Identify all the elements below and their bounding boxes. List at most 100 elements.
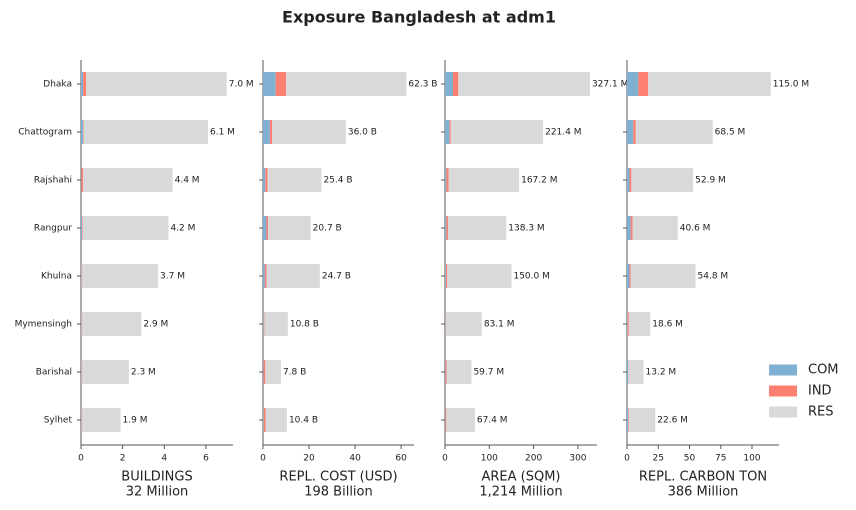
value-label: 327.1 M (592, 80, 628, 90)
bar-segment (263, 408, 266, 432)
bar-segment (627, 264, 630, 288)
value-label: 150.0 M (513, 272, 549, 282)
bar-segment (631, 168, 694, 192)
bar-segment (648, 72, 771, 96)
x-tick-label: 25 (653, 454, 664, 464)
x-axis-label: AREA (SQM) (481, 470, 560, 485)
value-label: 22.6 M (657, 416, 688, 426)
legend-label: IND (808, 384, 832, 399)
bar-segment (628, 408, 656, 432)
bar-segment (445, 120, 450, 144)
value-label: 20.7 B (313, 224, 342, 234)
value-label: 167.2 M (521, 176, 557, 186)
value-label: 68.5 M (715, 128, 746, 138)
bar-segment (81, 264, 159, 288)
bar-segment (81, 120, 84, 144)
bar-segment (275, 72, 287, 96)
y-tick-label: Khulna (41, 272, 72, 282)
value-label: 24.7 B (322, 272, 351, 282)
y-tick-label: Chattogram (18, 128, 72, 138)
x-tick-label: 20 (303, 454, 315, 464)
x-tick-label: 2 (120, 454, 126, 464)
y-tick-label: Sylhet (44, 416, 73, 426)
bar-segment (81, 72, 84, 96)
legend-label: RES (808, 405, 834, 420)
bar-segment (446, 168, 449, 192)
bar-segment (445, 408, 447, 432)
x-tick-label: 4 (161, 454, 167, 464)
bar-segment (445, 168, 447, 192)
x-axis-label: REPL. CARBON TON (639, 470, 767, 485)
bar-segment (265, 360, 281, 384)
value-label: 10.8 B (290, 320, 319, 330)
bar-segment (81, 312, 142, 336)
x-tick-label: 0 (442, 454, 448, 464)
x-axis-label: 1,214 Million (479, 485, 562, 500)
bar-segment (265, 168, 268, 192)
bar-segment (627, 360, 629, 384)
y-tick-label: Rajshahi (34, 176, 72, 186)
x-tick-label: 0 (624, 454, 630, 464)
value-label: 221.4 M (545, 128, 581, 138)
bar-segment (286, 72, 407, 96)
bar-segment (264, 312, 288, 336)
legend-swatch (769, 364, 797, 376)
bar-segment (263, 120, 270, 144)
bar-segment (627, 72, 639, 96)
bar-segment (449, 120, 451, 144)
bar-segment (82, 216, 169, 240)
x-tick-label: 100 (743, 454, 760, 464)
bar-segment (263, 360, 266, 384)
value-label: 13.2 M (646, 368, 677, 378)
value-label: 40.6 M (680, 224, 711, 234)
value-label: 4.4 M (175, 176, 200, 186)
bar-segment (263, 264, 265, 288)
legend-swatch (769, 385, 797, 397)
bar-segment (263, 168, 266, 192)
y-tick-label: Rangpur (34, 224, 72, 234)
x-tick-label: 6 (203, 454, 209, 464)
x-axis-label: REPL. COST (USD) (279, 470, 397, 485)
bar-segment (629, 168, 632, 192)
value-label: 1.9 M (123, 416, 148, 426)
bar-segment (265, 408, 287, 432)
value-label: 2.9 M (143, 320, 168, 330)
bar-segment (445, 360, 447, 384)
bar-segment (628, 408, 629, 432)
x-tick-label: 60 (395, 454, 407, 464)
x-tick-label: 75 (715, 454, 726, 464)
bar-segment (266, 264, 320, 288)
x-tick-label: 0 (260, 454, 266, 464)
x-tick-label: 40 (349, 454, 361, 464)
bar-segment (448, 216, 507, 240)
bar-segment (629, 264, 631, 288)
bar-segment (628, 312, 651, 336)
bar-segment (446, 216, 449, 240)
bar-segment (445, 264, 446, 288)
bar-segment (81, 360, 129, 384)
x-axis-label: 386 Million (668, 485, 739, 500)
value-label: 67.4 M (477, 416, 508, 426)
x-tick-label: 0 (78, 454, 84, 464)
y-tick-label: Barishal (36, 368, 72, 378)
bar-segment (83, 168, 173, 192)
value-label: 18.6 M (652, 320, 683, 330)
y-tick-label: Dhaka (43, 80, 72, 90)
x-tick-label: 300 (569, 454, 586, 464)
bar-segment (628, 360, 644, 384)
bar-segment (445, 72, 453, 96)
bar-segment (627, 312, 628, 336)
bar-segment (263, 72, 276, 96)
bar-segment (630, 216, 633, 240)
bar-segment (266, 216, 269, 240)
bar-segment (627, 216, 631, 240)
value-label: 62.3 B (408, 80, 437, 90)
bar-segment (269, 120, 273, 144)
value-label: 2.3 M (131, 368, 156, 378)
legend-swatch (769, 406, 797, 418)
value-label: 10.4 B (289, 416, 318, 426)
x-tick-label: 100 (481, 454, 498, 464)
bar-segment (458, 72, 590, 96)
bar-segment (263, 312, 264, 336)
value-label: 83.1 M (484, 320, 515, 330)
